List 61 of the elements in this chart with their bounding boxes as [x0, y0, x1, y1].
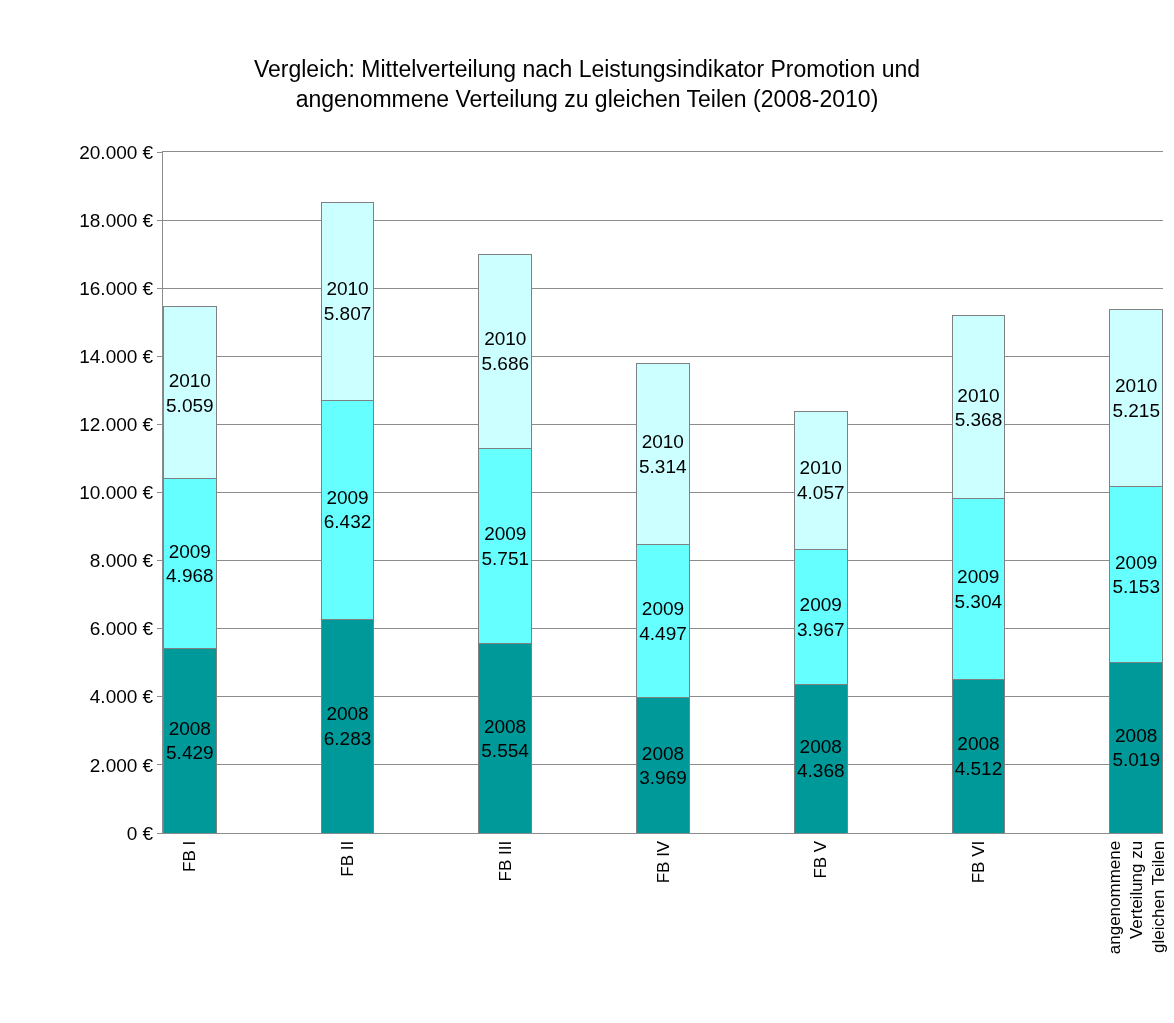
y-tick-label: 16.000 €: [79, 277, 154, 299]
y-tick-label: 12.000 €: [79, 414, 154, 436]
data-label: 3.967: [796, 618, 845, 640]
data-label: 5.429: [166, 742, 214, 764]
data-label: 4.497: [639, 623, 687, 645]
x-tick-label: FB I: [180, 840, 200, 872]
data-label: 5.153: [1112, 576, 1160, 598]
data-label: 5.314: [639, 456, 687, 478]
data-label: 6.283: [323, 727, 372, 749]
x-tick-label: FB VI: [968, 840, 988, 884]
y-tick-label: 20.000 €: [79, 141, 154, 163]
text: 2010: [799, 457, 842, 479]
text: 2008: [168, 717, 211, 739]
text: 2010: [957, 384, 1000, 406]
y-tick-label: 2.000 €: [89, 754, 154, 776]
data-label: 5.215: [1112, 399, 1160, 421]
text: 2008: [326, 703, 369, 725]
data-label: 5.304: [954, 590, 1003, 612]
data-label: 5.368: [954, 409, 1003, 431]
text: 2009: [799, 593, 842, 615]
data-label: 3.969: [639, 767, 687, 789]
data-label: 4.512: [954, 758, 1003, 780]
y-tick-label: 0 €: [126, 822, 154, 844]
data-label: 5.059: [166, 394, 214, 416]
text: 2008: [957, 733, 1000, 755]
text: 2008: [799, 735, 842, 757]
x-tick-label: FB II: [338, 840, 358, 877]
text: 2010: [326, 278, 369, 300]
text: 2008: [641, 742, 685, 764]
text: 2009: [484, 523, 527, 545]
x-tick-label: FB III: [495, 840, 515, 882]
data-label: 5.686: [481, 353, 530, 375]
series-label: 2009: [957, 566, 1000, 588]
y-tick-label: 8.000 €: [89, 550, 154, 572]
x-tick-label: angenommene Verteilung zu gleichen Teilen: [1104, 840, 1168, 955]
series-label: 2008: [483, 715, 527, 737]
data-label: 5.807: [323, 303, 372, 325]
text: 2008: [1115, 724, 1158, 746]
x-tick-label: FB IV: [653, 840, 673, 884]
text: 2009: [1115, 551, 1158, 573]
x-tick-label: FB V: [811, 840, 831, 879]
text: 2009: [326, 486, 369, 508]
data-label: 4.368: [796, 760, 845, 782]
text: 2009: [641, 598, 685, 620]
data-label: 4.057: [796, 481, 845, 503]
y-tick-label: 10.000 €: [79, 482, 154, 504]
text: 2010: [484, 328, 527, 350]
chart-title: Vergleich: Mittelverteilung nach Leistungsindikator Promotion und angenommene Verteilung zu gleichen Teilen (2008-2010): [253, 55, 921, 112]
data-label: 5.019: [1112, 749, 1160, 771]
data-label: 4.968: [166, 565, 214, 587]
text: 2009: [168, 540, 211, 562]
series-label: 2010: [641, 431, 684, 453]
text: 2010: [1115, 375, 1158, 396]
data-label: 5.751: [481, 547, 530, 569]
data-label: 6.432: [323, 511, 372, 533]
text: 2010: [168, 370, 211, 391]
y-tick-label: 6.000 €: [89, 618, 154, 640]
y-tick-label: 4.000 €: [89, 686, 154, 708]
y-tick-label: 18.000 €: [79, 209, 154, 231]
y-tick-label: 14.000 €: [79, 345, 154, 367]
data-label: 5.554: [481, 740, 530, 762]
